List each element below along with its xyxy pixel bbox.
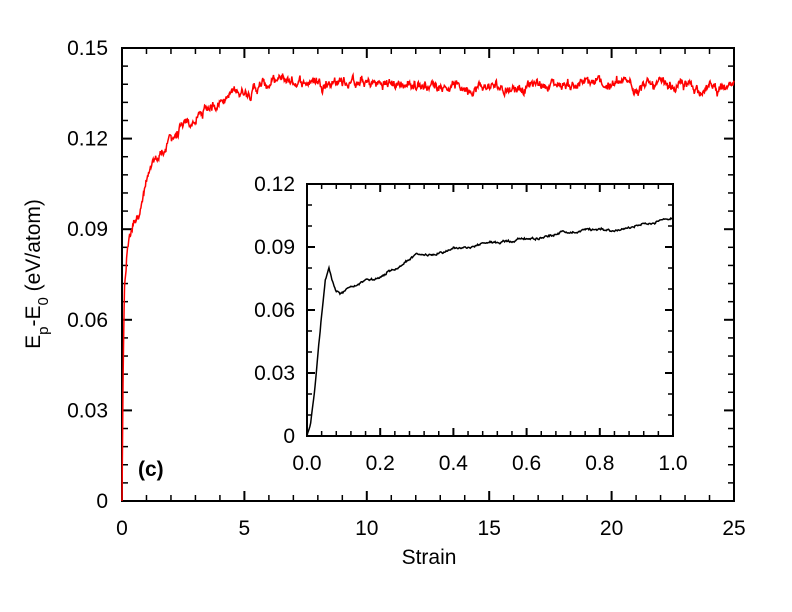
- y-label-minus-e: -E: [22, 306, 45, 327]
- inset-xtick-label-4: 0.8: [585, 452, 614, 475]
- main-ytick-label-0: 0: [96, 490, 108, 513]
- inset-ytick-label-3: 0.09: [254, 236, 295, 259]
- y-label-e: E: [22, 335, 45, 349]
- main-plot-frame: [121, 47, 735, 502]
- inset-series-line: [306, 217, 674, 437]
- inset-ticks: [306, 183, 674, 437]
- main-xtick-label-3: 15: [478, 517, 501, 540]
- inset-xtick-label-2: 0.4: [439, 452, 469, 475]
- main-series-line: [121, 72, 735, 502]
- main-ytick-label-2: 0.06: [67, 309, 108, 332]
- main-ytick-label-1: 0.03: [67, 399, 108, 422]
- y-label-unit: (eV/atom): [22, 199, 45, 297]
- main-ytick-label-4: 0.12: [67, 128, 108, 151]
- inset-xtick-label-5: 1.0: [658, 452, 687, 475]
- inset-ytick-label-2: 0.06: [254, 299, 295, 322]
- main-xtick-label-1: 5: [239, 517, 251, 540]
- main-xtick-label-0: 0: [116, 517, 128, 540]
- inset-ytick-label-0: 0: [283, 425, 295, 448]
- y-label-sub-p: p: [35, 327, 52, 335]
- panel-label: (c): [138, 458, 164, 481]
- y-axis-label: Ep-E0 (eV/atom): [22, 199, 52, 349]
- inset-xtick-label-1: 0.2: [366, 452, 395, 475]
- y-label-sub-0: 0: [35, 297, 52, 305]
- inset-ytick-label-1: 0.03: [254, 362, 295, 385]
- inset-background: [307, 184, 673, 436]
- inset-tick-labels: 0.0 0.2 0.4 0.6 0.8 1.0 0 0.03 0.06 0.09 0.12: [254, 173, 687, 475]
- x-axis-label: Strain: [402, 546, 457, 569]
- inset-xtick-label-0: 0.0: [292, 452, 321, 475]
- main-tick-labels: 0 5 10 15 20 25 0 0.03 0.06 0.09 0.12 0.15: [67, 37, 746, 540]
- inset-xtick-label-3: 0.6: [512, 452, 541, 475]
- main-xtick-label-4: 20: [600, 517, 623, 540]
- main-xtick-label-2: 10: [355, 517, 378, 540]
- main-ytick-label-5: 0.15: [67, 37, 108, 60]
- main-xtick-label-5: 25: [722, 517, 745, 540]
- main-ytick-label-3: 0.09: [67, 218, 108, 241]
- inset-ytick-label-4: 0.12: [254, 173, 295, 196]
